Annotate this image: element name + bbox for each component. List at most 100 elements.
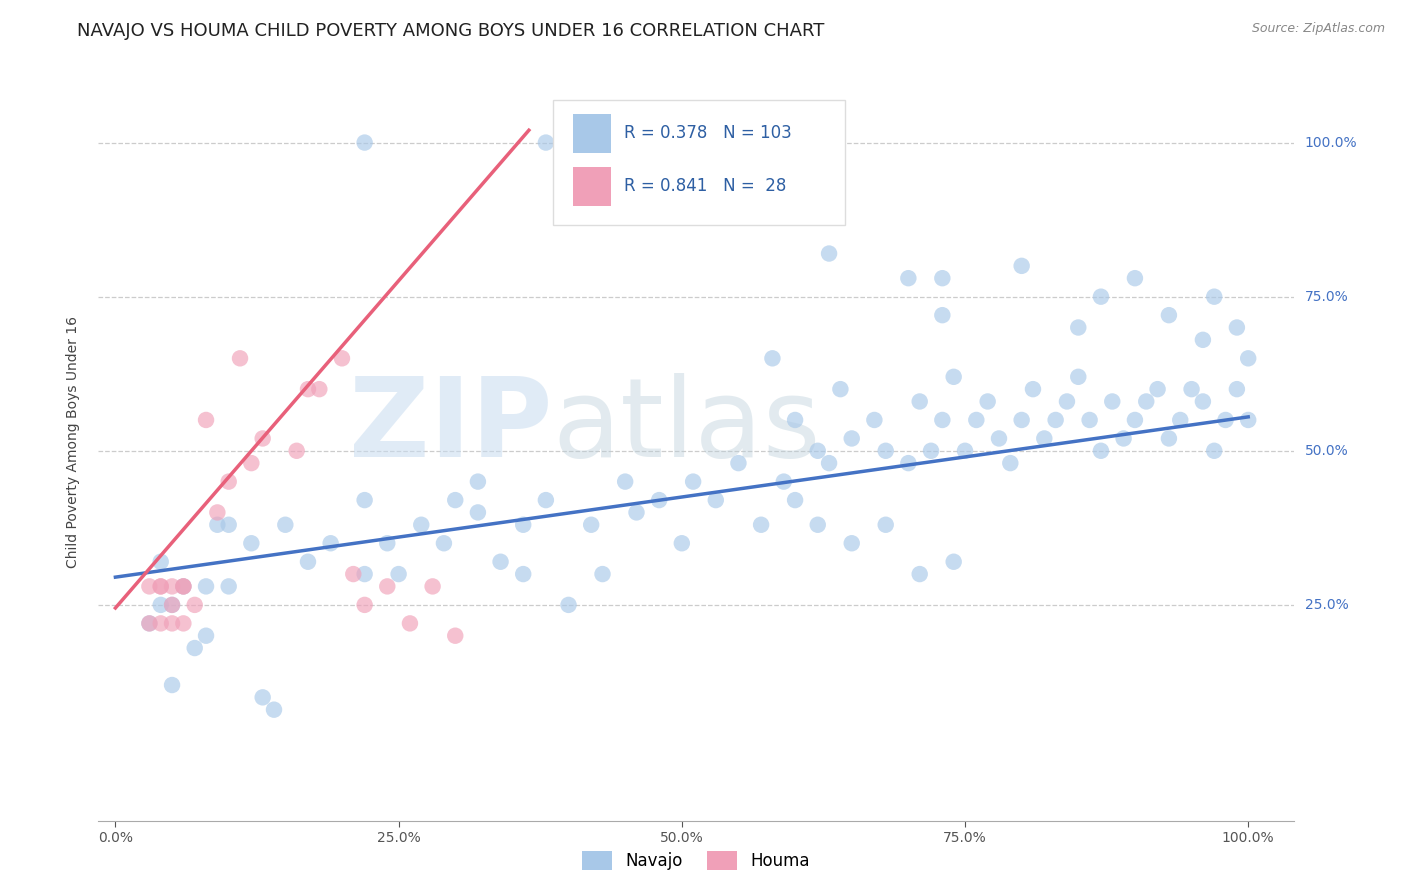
Point xyxy=(704,493,727,508)
Point xyxy=(160,616,183,631)
Point xyxy=(931,271,953,285)
Point xyxy=(183,598,205,612)
Point xyxy=(897,271,920,285)
Point xyxy=(931,308,953,322)
Point xyxy=(1045,413,1067,427)
Point xyxy=(818,246,841,260)
Point xyxy=(579,517,602,532)
Point xyxy=(807,443,830,458)
Point xyxy=(319,536,342,550)
Point xyxy=(783,493,806,508)
Point xyxy=(1123,413,1146,427)
Point xyxy=(1000,456,1022,470)
Point xyxy=(172,579,194,593)
Point xyxy=(240,536,263,550)
Point xyxy=(218,579,240,593)
Point xyxy=(1157,432,1180,446)
Point xyxy=(138,616,160,631)
Point xyxy=(1067,320,1090,334)
Point xyxy=(207,517,229,532)
Text: Source: ZipAtlas.com: Source: ZipAtlas.com xyxy=(1251,22,1385,36)
Point xyxy=(218,517,240,532)
Point xyxy=(761,351,783,366)
Point xyxy=(1056,394,1078,409)
Point xyxy=(908,567,931,582)
Point xyxy=(467,505,489,519)
Point xyxy=(557,598,579,612)
Point xyxy=(1090,290,1112,304)
Point xyxy=(807,517,830,532)
Point xyxy=(1112,432,1135,446)
Text: NAVAJO VS HOUMA CHILD POVERTY AMONG BOYS UNDER 16 CORRELATION CHART: NAVAJO VS HOUMA CHILD POVERTY AMONG BOYS… xyxy=(77,22,825,40)
Point xyxy=(1101,394,1123,409)
Point xyxy=(1226,320,1249,334)
Point xyxy=(965,413,987,427)
Point xyxy=(863,413,886,427)
Point xyxy=(783,413,806,427)
Point xyxy=(931,413,953,427)
Point xyxy=(772,475,794,489)
Point xyxy=(1123,271,1146,285)
Point xyxy=(512,567,534,582)
Point xyxy=(411,517,433,532)
Text: 25.0%: 25.0% xyxy=(1305,598,1348,612)
Point xyxy=(240,456,263,470)
Point xyxy=(841,432,863,446)
Point xyxy=(942,555,965,569)
Text: R = 0.841   N =  28: R = 0.841 N = 28 xyxy=(624,177,786,195)
Point xyxy=(1022,382,1045,396)
Point xyxy=(353,493,375,508)
Point xyxy=(942,369,965,384)
Point xyxy=(953,443,976,458)
Point xyxy=(149,579,172,593)
Point xyxy=(330,351,353,366)
Point xyxy=(444,629,467,643)
Point xyxy=(353,598,375,612)
Point xyxy=(160,678,183,692)
FancyBboxPatch shape xyxy=(572,114,612,153)
Point xyxy=(252,432,274,446)
Point xyxy=(149,555,172,569)
Y-axis label: Child Poverty Among Boys Under 16: Child Poverty Among Boys Under 16 xyxy=(66,316,80,567)
Point xyxy=(172,579,194,593)
Point xyxy=(353,567,375,582)
Text: 75.0%: 75.0% xyxy=(1305,290,1348,303)
Point xyxy=(1192,333,1215,347)
Point xyxy=(1168,413,1191,427)
Legend: Navajo, Houma: Navajo, Houma xyxy=(575,844,817,877)
Point xyxy=(534,136,557,150)
Point xyxy=(534,493,557,508)
Point xyxy=(138,579,160,593)
Point xyxy=(749,517,772,532)
Point xyxy=(976,394,998,409)
Point xyxy=(1011,259,1033,273)
FancyBboxPatch shape xyxy=(572,167,612,207)
Point xyxy=(818,456,841,470)
Point xyxy=(160,598,183,612)
Point xyxy=(841,536,863,550)
Point xyxy=(875,517,897,532)
Point xyxy=(149,579,172,593)
Point xyxy=(274,517,297,532)
Point xyxy=(512,517,534,532)
Point xyxy=(138,616,160,631)
Point xyxy=(1033,432,1056,446)
Point xyxy=(229,351,252,366)
Point xyxy=(353,136,375,150)
Point xyxy=(897,456,920,470)
Point xyxy=(1135,394,1157,409)
Point xyxy=(195,413,218,427)
Text: ZIP: ZIP xyxy=(349,373,553,480)
Point xyxy=(1237,413,1260,427)
Point xyxy=(444,493,467,508)
Point xyxy=(614,475,637,489)
Point xyxy=(218,475,240,489)
Point xyxy=(342,567,364,582)
Point xyxy=(149,598,172,612)
Point xyxy=(388,567,411,582)
Point xyxy=(263,703,285,717)
Point xyxy=(626,505,648,519)
Point xyxy=(1204,443,1226,458)
FancyBboxPatch shape xyxy=(553,101,845,226)
Point xyxy=(671,536,693,550)
